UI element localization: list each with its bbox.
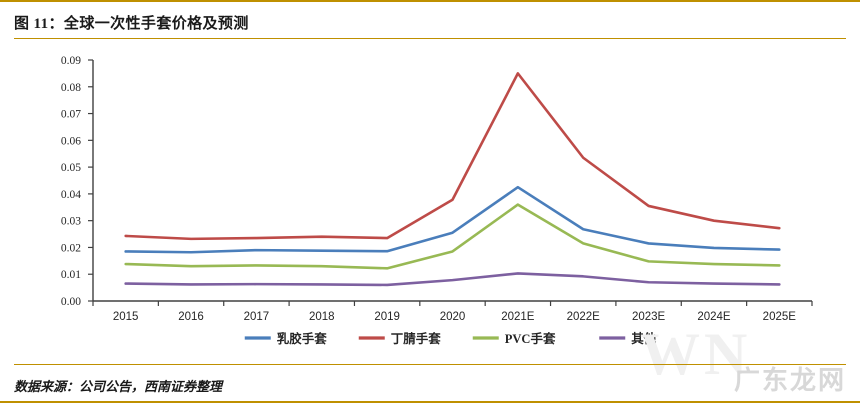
figure-source: 数据来源：公司公告，西南证券整理 <box>14 379 223 394</box>
legend-label-1[interactable]: 丁腈手套 <box>391 331 442 346</box>
svg-text:2016: 2016 <box>178 311 204 323</box>
chart-legend: 乳胶手套 丁腈手套 PVC手套 其他 <box>244 331 657 346</box>
legend-label-0[interactable]: 乳胶手套 <box>277 331 328 346</box>
svg-text:2023E: 2023E <box>632 311 666 323</box>
legend-label-2[interactable]: PVC手套 <box>505 331 556 346</box>
svg-text:0.03: 0.03 <box>61 216 81 228</box>
svg-text:2021E: 2021E <box>501 311 535 323</box>
x-axis-tick-marks <box>92 301 813 306</box>
svg-text:2019: 2019 <box>374 311 400 323</box>
series-line-PVC手套 <box>124 203 781 270</box>
svg-text:0.09: 0.09 <box>61 55 81 67</box>
figure-title: 图 11：全球一次性手套价格及预测 <box>14 16 249 32</box>
title-divider <box>14 38 846 39</box>
svg-text:2024E: 2024E <box>697 311 731 323</box>
svg-text:0.04: 0.04 <box>61 189 81 201</box>
watermark-ghost: WN <box>640 321 752 387</box>
series-line-其他 <box>124 272 781 287</box>
svg-text:0.06: 0.06 <box>61 135 81 147</box>
svg-text:2022E: 2022E <box>567 311 601 323</box>
svg-text:2025E: 2025E <box>763 311 797 323</box>
watermark-logo: 广东龙网 <box>733 366 846 395</box>
series-line-乳胶手套 <box>124 185 781 254</box>
chart-plot-area: 0.00 0.01 0.02 0.03 0.04 0.05 0.06 0.07 0.08 0.09… <box>0 46 860 356</box>
legend-label-3[interactable]: 其他 <box>631 331 657 346</box>
svg-text:2018: 2018 <box>309 311 335 323</box>
svg-text:0.02: 0.02 <box>61 242 81 254</box>
source-divider <box>14 364 846 365</box>
chart-series-group <box>124 72 781 287</box>
svg-text:0.08: 0.08 <box>61 82 81 94</box>
svg-text:2017: 2017 <box>244 311 270 323</box>
series-line-丁腈手套 <box>124 72 781 241</box>
svg-text:0.05: 0.05 <box>61 162 81 174</box>
y-axis-tick-marks <box>88 59 93 302</box>
x-axis-tick-labels: 2015 2016 2017 2018 2019 2020 2021E 2022E 2023E 2… <box>113 311 796 323</box>
svg-text:0.07: 0.07 <box>61 109 81 121</box>
svg-text:0.00: 0.00 <box>61 296 81 308</box>
line-chart: 0.00 0.01 0.02 0.03 0.04 0.05 0.06 0.07 0.08 0.09… <box>61 55 813 346</box>
svg-text:2020: 2020 <box>440 311 466 323</box>
svg-text:0.01: 0.01 <box>61 269 81 281</box>
y-axis-tick-labels: 0.00 0.01 0.02 0.03 0.04 0.05 0.06 0.07 0.08 0.09 <box>61 55 81 308</box>
svg-text:2015: 2015 <box>113 311 139 323</box>
